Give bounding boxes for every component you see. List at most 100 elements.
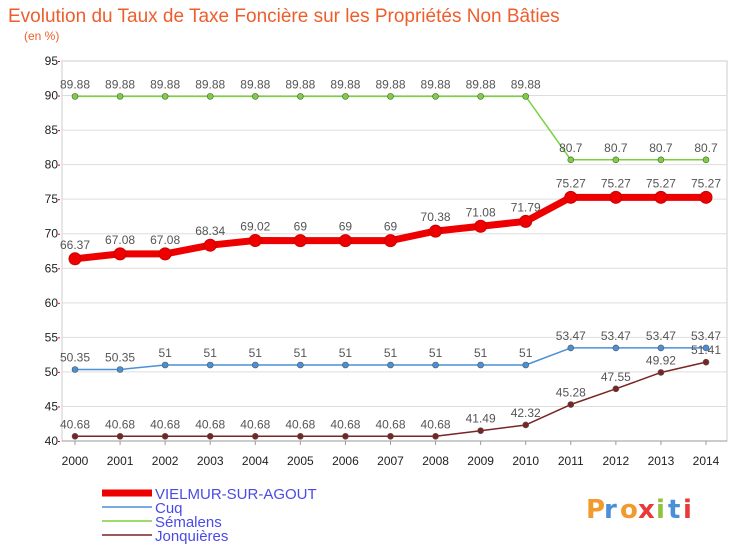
series-point-1 <box>251 361 259 369</box>
logo-letter: o <box>620 495 638 525</box>
series-point-3 <box>116 433 124 440</box>
legend-label: Jonquières <box>155 528 228 545</box>
data-label: 89.88 <box>105 77 135 91</box>
y-tick-label: 55 <box>45 330 59 344</box>
data-label: 49.92 <box>646 353 676 367</box>
data-label: 89.88 <box>511 77 541 91</box>
grid <box>62 95 727 407</box>
series-point-1 <box>567 344 575 352</box>
series-point-2 <box>702 156 710 164</box>
series-point-3 <box>432 433 439 440</box>
x-tick-label: 2010 <box>512 454 539 468</box>
legend-label: Sémalens <box>155 514 222 531</box>
series-point-1 <box>432 361 439 369</box>
data-labels: 66.37 67.08 67.08 68.34 69.02 69 69 69 70.38 71.0… <box>60 77 721 431</box>
data-label: 50.35 <box>60 350 90 364</box>
x-tick-label: 2007 <box>377 454 404 468</box>
series-point-1 <box>477 361 484 369</box>
data-label: 40.68 <box>240 417 270 431</box>
data-label: 51 <box>249 346 263 360</box>
data-label: 75.27 <box>646 176 676 190</box>
data-label: 53.47 <box>556 329 586 343</box>
series-point-2 <box>432 93 439 100</box>
y-tick-label: 60 <box>45 296 59 310</box>
data-label: 80.7 <box>559 141 583 155</box>
series-point-0 <box>338 234 352 248</box>
data-label: 42.32 <box>511 406 541 420</box>
logo-letter: x <box>638 495 655 525</box>
data-label: 69.02 <box>240 219 270 233</box>
series-point-0 <box>654 190 668 204</box>
axes: 40 45 50 55 60 65 70 75 80 85 90 95 2000 2001 2002 2003… <box>45 54 727 468</box>
logo-letter: P <box>586 495 605 525</box>
y-tick-label: 80 <box>45 158 59 172</box>
data-label: 80.7 <box>649 141 673 155</box>
legend-label: Cuq <box>155 500 183 517</box>
y-tick-label: 75 <box>45 192 59 206</box>
logo-letter: t <box>668 495 680 525</box>
series-point-0 <box>248 233 262 247</box>
series-point-3 <box>612 385 620 393</box>
data-label: 47.55 <box>601 370 631 384</box>
data-label: 53.47 <box>646 329 676 343</box>
data-label: 45.28 <box>556 386 586 400</box>
data-label: 71.08 <box>466 205 496 219</box>
data-label: 89.88 <box>195 77 225 91</box>
data-label: 40.68 <box>285 417 315 431</box>
data-label: 40.68 <box>330 417 360 431</box>
series-point-3 <box>342 433 349 440</box>
data-label: 51 <box>204 346 218 360</box>
series-point-0 <box>564 190 578 204</box>
data-label: 89.88 <box>150 77 180 91</box>
data-label: 51 <box>474 346 488 360</box>
data-label: 40.68 <box>375 417 405 431</box>
series-point-3 <box>71 433 79 440</box>
data-label: 66.37 <box>60 238 90 252</box>
series-point-0 <box>519 214 533 228</box>
data-label: 89.88 <box>60 77 90 91</box>
series-point-3 <box>161 433 169 440</box>
data-label: 67.08 <box>105 233 135 247</box>
data-label: 51 <box>519 346 533 360</box>
data-label: 75.27 <box>556 176 586 190</box>
data-label: 41.49 <box>466 412 496 426</box>
data-label: 69 <box>339 220 353 234</box>
series-point-3 <box>522 421 530 429</box>
series-point-1 <box>612 344 620 352</box>
x-tick-label: 2013 <box>648 454 675 468</box>
series-point-2 <box>387 93 394 100</box>
data-label: 51 <box>339 346 353 360</box>
data-label: 75.27 <box>691 176 721 190</box>
x-tick-label: 2011 <box>558 454 584 468</box>
data-label: 89.88 <box>240 77 270 91</box>
data-label: 40.68 <box>195 417 225 431</box>
x-tick-label: 2014 <box>693 454 720 468</box>
logo-letter: i <box>656 495 665 525</box>
data-label: 69 <box>384 220 398 234</box>
x-tick-label: 2003 <box>197 454 224 468</box>
x-tick-label: 2006 <box>332 454 359 468</box>
y-tick-label: 45 <box>45 399 59 413</box>
series-point-3 <box>702 358 710 366</box>
data-label: 67.08 <box>150 233 180 247</box>
series-point-2 <box>342 93 349 100</box>
y-tick-label: 65 <box>45 261 59 275</box>
data-label: 68.34 <box>195 224 225 238</box>
logo-letter: i <box>683 495 692 525</box>
series-point-2 <box>206 93 214 100</box>
data-label: 51 <box>158 346 172 360</box>
series-point-1 <box>342 361 349 369</box>
series-point-0 <box>474 219 488 233</box>
data-label: 89.88 <box>330 77 360 91</box>
series-point-1 <box>71 366 79 373</box>
series-point-1 <box>116 366 124 373</box>
series-point-0 <box>158 247 172 261</box>
series-point-0 <box>384 234 397 248</box>
data-label: 70.38 <box>421 210 451 224</box>
data-label: 51.41 <box>691 343 721 357</box>
x-tick-label: 2009 <box>467 454 494 468</box>
data-label: 40.68 <box>60 417 90 431</box>
